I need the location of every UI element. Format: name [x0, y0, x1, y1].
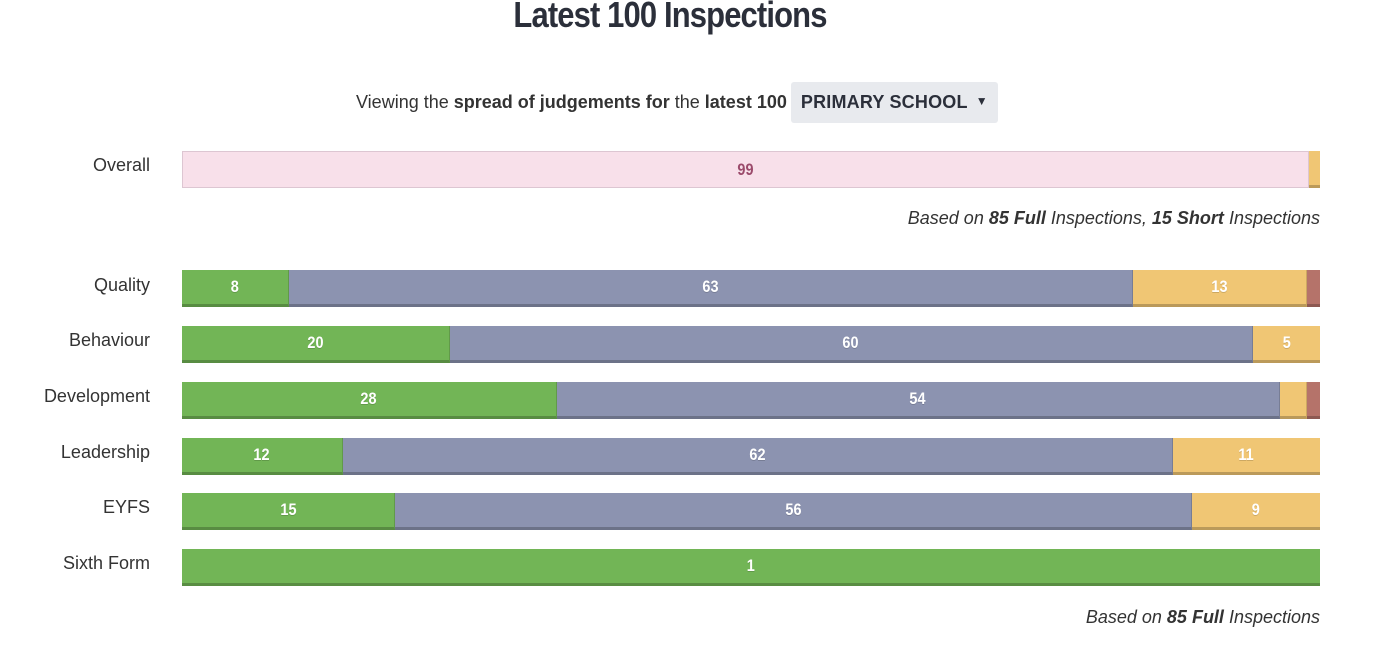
segment-value-label: 1 [746, 556, 756, 575]
overall-note-full: 85 Full [988, 208, 1046, 228]
bar-segment-sixth-form-outstanding[interactable]: 1 [182, 549, 1320, 586]
segment-value-label: 62 [749, 445, 766, 464]
overall-note-prefix: Based on [907, 208, 989, 228]
segment-value-label: 9 [1251, 500, 1260, 519]
overall-note-short: 15 Short [1151, 208, 1224, 228]
viewing-bold-1: spread of judgements for [453, 92, 670, 112]
categories-note-suffix: Inspections [1223, 607, 1320, 627]
school-type-value: PRIMARY SCHOOL [800, 92, 968, 112]
bar-segment-development-good[interactable]: 54 [556, 382, 1280, 419]
row-label-development: Development [43, 386, 150, 406]
bar-segment-eyfs-outstanding[interactable]: 15 [182, 493, 396, 530]
row-label-eyfs: EYFS [102, 497, 150, 517]
caret-down-icon: ▼ [975, 93, 988, 108]
row-label-behaviour: Behaviour [68, 330, 150, 350]
categories-note-prefix: Based on [1085, 607, 1167, 627]
bar-sixth-form: 1 [182, 549, 1320, 586]
segment-value-label: 54 [909, 389, 926, 408]
bar-segment-behaviour-outstanding[interactable]: 20 [182, 326, 450, 363]
page-title: Latest 100 Inspections [513, 0, 827, 35]
bar-segment-behaviour-good[interactable]: 60 [449, 326, 1254, 363]
viewing-text-2: the [669, 92, 705, 112]
bar-segment-quality-good[interactable]: 63 [289, 270, 1133, 307]
row-label-quality: Quality [93, 275, 150, 295]
viewing-bold-2: latest 100 [704, 92, 787, 112]
segment-value-label: 12 [253, 445, 270, 464]
bar-behaviour: 20 60 5 [182, 326, 1320, 363]
overall-basis-note: Based on 85 Full Inspections, 15 Short I… [908, 208, 1320, 229]
bar-segment-leadership-good[interactable]: 62 [342, 438, 1173, 475]
bar-leadership: 12 62 11 [182, 438, 1320, 475]
bar-overall: 99 [182, 151, 1320, 188]
bar-segment-overall-overall-pink[interactable]: 99 [182, 151, 1309, 188]
segment-value-label: 99 [737, 159, 754, 179]
school-type-dropdown[interactable]: PRIMARY SCHOOL ▼ [790, 82, 998, 123]
bar-segment-quality-outstanding[interactable]: 8 [182, 270, 290, 307]
bar-eyfs: 15 56 9 [182, 493, 1320, 530]
row-label-sixth-form: Sixth Form [62, 553, 150, 573]
bar-quality: 8 63 13 [182, 270, 1320, 307]
bar-segment-behaviour-requires-improvement[interactable]: 5 [1253, 326, 1320, 363]
bar-segment-eyfs-requires-improvement[interactable]: 9 [1191, 493, 1320, 530]
segment-value-label: 60 [842, 333, 859, 352]
bar-segment-eyfs-good[interactable]: 56 [395, 493, 1192, 530]
bar-segment-quality-inadequate[interactable] [1306, 270, 1320, 307]
viewing-text-1: Viewing the [356, 92, 454, 112]
segment-value-label: 11 [1238, 445, 1254, 464]
bar-development: 28 54 [182, 382, 1320, 419]
row-label-overall: Overall [92, 155, 150, 175]
bar-segment-leadership-requires-improvement[interactable]: 11 [1172, 438, 1320, 475]
bar-segment-development-requires-improvement[interactable] [1279, 382, 1307, 419]
bar-segment-development-inadequate[interactable] [1306, 382, 1320, 419]
segment-value-label: 13 [1211, 277, 1228, 296]
segment-value-label: 8 [231, 277, 240, 296]
segment-value-label: 15 [280, 500, 297, 519]
viewing-sentence: Viewing the spread of judgements for the… [356, 82, 998, 123]
overall-note-mid: Inspections, [1045, 208, 1152, 228]
bar-segment-quality-requires-improvement[interactable]: 13 [1132, 270, 1307, 307]
bar-segment-overall-requires-improvement[interactable] [1308, 151, 1320, 188]
bar-segment-development-outstanding[interactable]: 28 [182, 382, 557, 419]
bar-segment-leadership-outstanding[interactable]: 12 [182, 438, 343, 475]
segment-value-label: 28 [360, 389, 377, 408]
segment-value-label: 5 [1282, 333, 1291, 352]
segment-value-label: 56 [785, 500, 802, 519]
overall-note-suffix: Inspections [1223, 208, 1320, 228]
segment-value-label: 20 [307, 333, 324, 352]
row-label-leadership: Leadership [60, 442, 150, 462]
segment-value-label: 63 [702, 277, 719, 296]
categories-basis-note: Based on 85 Full Inspections [1086, 607, 1320, 628]
categories-note-full: 85 Full [1166, 607, 1224, 627]
